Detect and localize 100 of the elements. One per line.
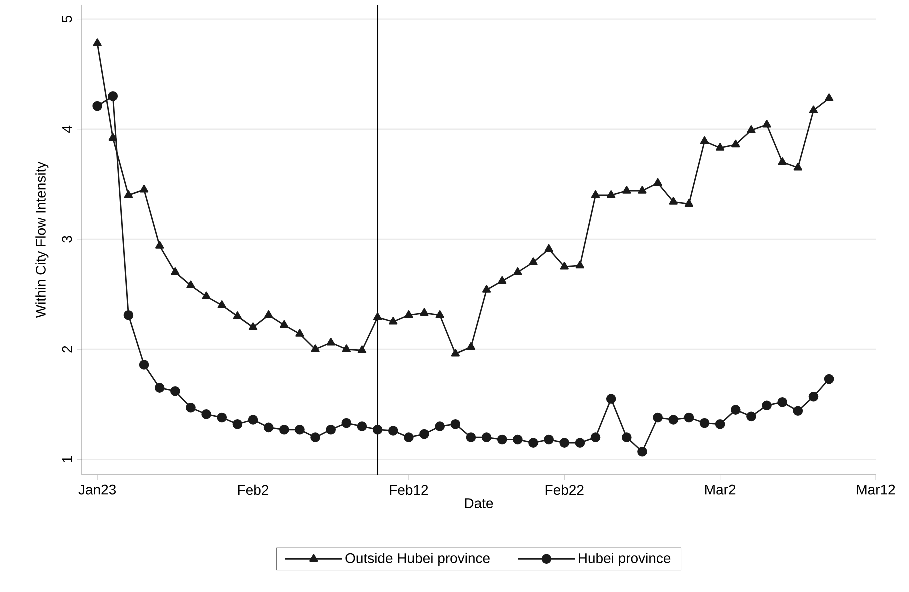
point — [373, 312, 382, 320]
x-tick-label: Feb12 — [390, 484, 428, 496]
point — [357, 422, 368, 432]
point — [762, 120, 772, 128]
point — [498, 276, 507, 284]
point — [653, 412, 663, 423]
point — [248, 415, 258, 425]
point — [451, 349, 460, 357]
point — [746, 412, 756, 422]
y-tick-label: 2 — [62, 346, 72, 353]
point — [730, 405, 741, 415]
x-tick-label: Mar2 — [706, 484, 736, 495]
point — [170, 386, 180, 396]
point — [466, 342, 476, 350]
point — [404, 432, 414, 442]
point — [280, 320, 289, 328]
point — [171, 268, 180, 276]
point — [420, 429, 430, 440]
point — [560, 262, 569, 270]
y-tick-label: 3 — [62, 236, 72, 243]
point — [466, 432, 476, 442]
point — [420, 308, 429, 316]
point — [684, 412, 694, 423]
point — [824, 374, 834, 384]
point — [310, 432, 320, 442]
point — [358, 346, 367, 354]
legend-label: Hubei province — [579, 553, 671, 566]
point — [513, 434, 523, 445]
point — [732, 140, 740, 148]
point — [326, 338, 336, 346]
point — [248, 322, 258, 330]
point — [388, 426, 398, 436]
point — [217, 412, 228, 423]
point — [450, 419, 461, 430]
point — [622, 186, 632, 194]
point — [668, 415, 679, 425]
point — [124, 190, 134, 198]
point — [654, 178, 662, 186]
point — [326, 424, 336, 435]
point — [108, 91, 118, 102]
point — [482, 432, 492, 442]
point — [576, 260, 585, 269]
point — [514, 268, 522, 276]
point — [716, 143, 725, 151]
x-tick-label: Feb22 — [546, 484, 584, 496]
point — [607, 190, 616, 198]
point — [591, 190, 600, 198]
point — [389, 317, 398, 325]
point — [793, 406, 804, 416]
point — [92, 101, 102, 112]
point — [529, 258, 538, 266]
point — [280, 424, 290, 435]
point — [232, 419, 243, 430]
point — [606, 394, 616, 404]
point — [93, 38, 102, 46]
point — [544, 244, 554, 252]
point — [342, 418, 352, 428]
point — [762, 400, 772, 411]
x-tick-label: Jan23 — [78, 484, 116, 495]
point — [233, 312, 242, 320]
point — [372, 424, 383, 435]
point — [715, 419, 726, 430]
point — [108, 133, 118, 141]
point — [638, 186, 647, 194]
x-tick-label: Mar12 — [857, 484, 896, 495]
x-axis-title: Date — [465, 498, 494, 508]
point — [342, 344, 352, 352]
point — [139, 360, 150, 370]
point — [497, 434, 508, 445]
y-axis-title: Within City Flow Intensity — [36, 162, 49, 318]
point — [778, 397, 788, 408]
point — [296, 329, 304, 337]
point — [747, 126, 756, 134]
point — [824, 94, 834, 102]
point — [590, 432, 601, 442]
point — [544, 434, 554, 445]
point — [311, 344, 320, 352]
point — [295, 424, 305, 435]
point — [154, 383, 165, 393]
point — [202, 292, 211, 300]
legend-label: Outside Hubei province — [346, 553, 490, 566]
point — [560, 438, 570, 448]
point — [809, 106, 818, 114]
point — [700, 136, 710, 144]
point — [404, 310, 414, 318]
point — [778, 157, 787, 166]
point — [575, 438, 586, 448]
y-tick-label: 1 — [62, 456, 72, 462]
point — [124, 310, 134, 320]
point — [186, 280, 196, 288]
point — [140, 185, 149, 193]
point — [794, 163, 802, 171]
x-tick-label: Feb2 — [238, 484, 269, 496]
point — [684, 199, 694, 208]
point — [622, 432, 632, 442]
point — [202, 410, 212, 420]
point — [186, 402, 196, 413]
point — [528, 438, 538, 448]
point — [264, 422, 274, 433]
y-tick-label: 4 — [62, 126, 72, 133]
